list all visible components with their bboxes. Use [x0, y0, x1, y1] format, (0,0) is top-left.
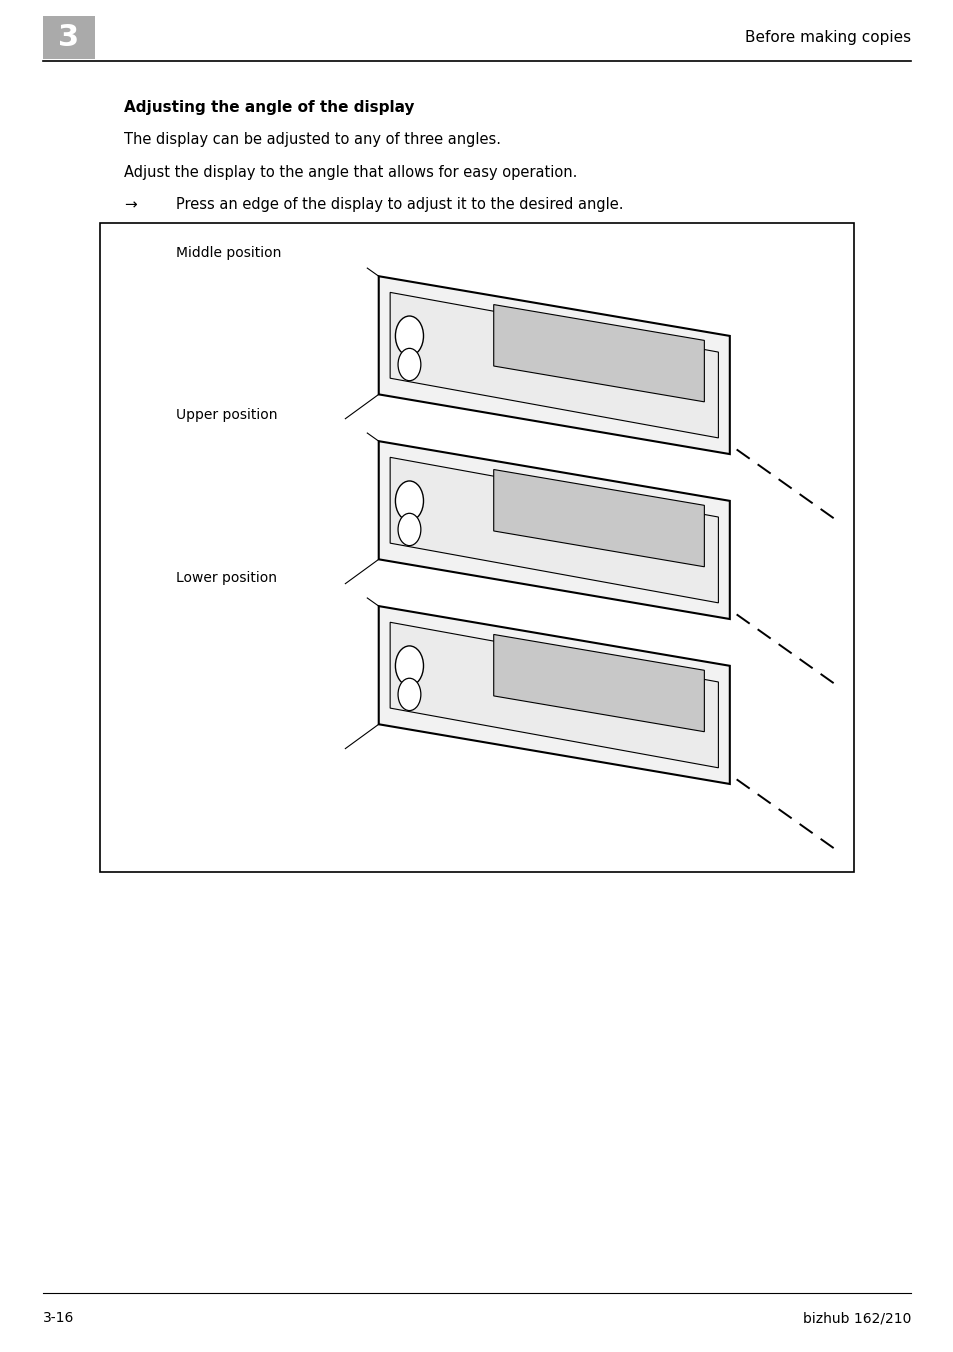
Polygon shape: [494, 304, 703, 402]
Text: Adjusting the angle of the display: Adjusting the angle of the display: [124, 100, 415, 115]
Circle shape: [395, 481, 423, 521]
Text: Middle position: Middle position: [176, 246, 281, 260]
Text: Press an edge of the display to adjust it to the desired angle.: Press an edge of the display to adjust i…: [176, 197, 623, 212]
Bar: [43, 16, 95, 59]
Text: Lower position: Lower position: [176, 571, 277, 584]
Circle shape: [395, 646, 423, 685]
Circle shape: [397, 349, 420, 381]
Text: →: →: [124, 197, 136, 212]
Text: Adjust the display to the angle that allows for easy operation.: Adjust the display to the angle that all…: [124, 165, 577, 180]
Circle shape: [397, 679, 420, 711]
Polygon shape: [390, 622, 718, 768]
Polygon shape: [494, 634, 703, 731]
Text: The display can be adjusted to any of three angles.: The display can be adjusted to any of th…: [124, 132, 500, 147]
Polygon shape: [390, 292, 718, 438]
Circle shape: [397, 514, 420, 546]
Bar: [100, 223, 853, 872]
Circle shape: [395, 316, 423, 356]
Text: 3-16: 3-16: [43, 1311, 74, 1325]
Text: Before making copies: Before making copies: [744, 30, 910, 46]
Text: 3: 3: [58, 23, 79, 53]
Polygon shape: [378, 441, 729, 619]
Polygon shape: [378, 606, 729, 784]
Polygon shape: [378, 276, 729, 454]
Polygon shape: [390, 457, 718, 603]
Polygon shape: [494, 469, 703, 566]
Text: Upper position: Upper position: [176, 408, 277, 422]
Text: bizhub 162/210: bizhub 162/210: [801, 1311, 910, 1325]
